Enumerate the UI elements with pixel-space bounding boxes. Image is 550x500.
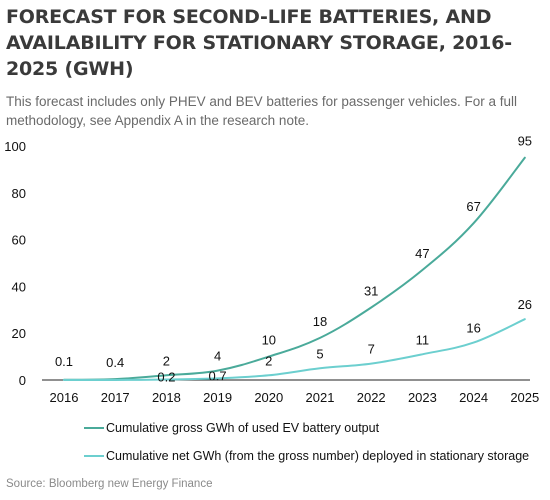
y-tick-label: 40 xyxy=(12,279,26,294)
source-note: Source: Bloomberg new Energy Finance xyxy=(6,478,213,490)
gross-data-label: 10 xyxy=(262,333,276,348)
x-tick-label: 2024 xyxy=(459,390,488,405)
gross-data-label: 2 xyxy=(163,353,170,368)
y-tick-label: 0 xyxy=(19,373,26,388)
net-data-label: 0.7 xyxy=(209,368,227,383)
net-data-label: 0.2 xyxy=(157,370,175,385)
x-tick-label: 2020 xyxy=(254,390,283,405)
net-data-label: 26 xyxy=(518,297,532,312)
y-tick-label: 20 xyxy=(12,326,26,341)
gross-data-label: 18 xyxy=(313,314,327,329)
net-data-label: 2 xyxy=(265,353,272,368)
y-tick-label: 100 xyxy=(4,139,26,154)
line-chart: 0 20 40 60 80 100 2016 2017 2018 2019 2020 2021 2022… xyxy=(4,134,539,463)
net-data-label: 11 xyxy=(416,332,430,347)
x-tick-label: 2022 xyxy=(357,390,386,405)
y-tick-label: 80 xyxy=(12,186,26,201)
legend-label: Cumulative net GWh (from the gross numbe… xyxy=(106,449,529,463)
y-tick-label: 60 xyxy=(12,233,26,248)
net-data-label: 7 xyxy=(368,342,375,357)
x-tick-label: 2025 xyxy=(510,390,539,405)
chart-subtitle: This forecast includes only PHEV and BEV… xyxy=(6,94,517,128)
x-tick-label: 2017 xyxy=(101,390,130,405)
gross-data-label: 0.1 xyxy=(55,354,73,369)
gross-data-label: 67 xyxy=(466,199,480,214)
x-tick-label: 2019 xyxy=(203,390,232,405)
chart-title: FORECAST FOR SECOND-LIFE BATTERIES, AND … xyxy=(6,6,512,80)
net-data-label: 16 xyxy=(466,321,480,336)
net-series-line xyxy=(63,318,526,382)
x-tick-label: 2016 xyxy=(50,390,79,405)
x-tick-label: 2018 xyxy=(152,390,181,405)
gross-series-line xyxy=(63,156,526,381)
gross-data-label: 31 xyxy=(364,283,378,298)
net-data-label: 5 xyxy=(316,346,323,361)
x-tick-label: 2021 xyxy=(306,390,335,405)
legend-label: Cumulative gross GWh of used EV battery … xyxy=(106,421,380,435)
gross-data-label: 95 xyxy=(518,134,532,149)
gross-data-label: 47 xyxy=(415,246,429,261)
gross-data-label: 4 xyxy=(214,349,221,364)
gross-data-label: 0.4 xyxy=(106,355,124,370)
x-tick-label: 2023 xyxy=(408,390,437,405)
